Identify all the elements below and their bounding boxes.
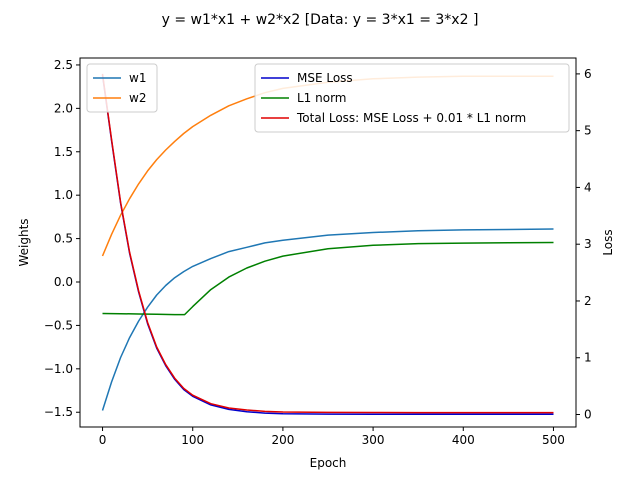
y-left-tick-label-4: 0.5 xyxy=(54,232,73,246)
plot-frame xyxy=(79,57,577,428)
legend-weights-box xyxy=(86,63,158,113)
legend-weights-label-1: w2 xyxy=(129,91,146,105)
y-axis-label-right: Loss xyxy=(601,229,615,255)
y-left-tick-label-1: −1.0 xyxy=(44,362,73,376)
y-left-tick-label-8: 2.5 xyxy=(54,58,73,72)
series-line-l1-norm xyxy=(102,241,554,316)
x-tick-label-2: 200 xyxy=(271,433,294,447)
legend-loss-box xyxy=(254,63,570,133)
x-tick-label-3: 300 xyxy=(362,433,385,447)
y-right-tick-label-5: 5 xyxy=(584,124,592,138)
y-right-tick-label-1: 1 xyxy=(584,351,592,365)
x-tick-label-5: 500 xyxy=(542,433,565,447)
y-left-tick-label-0: −1.5 xyxy=(44,405,73,419)
y-left-tick-label-5: 1.0 xyxy=(54,188,73,202)
y-right-tick-label-0: 0 xyxy=(584,408,592,422)
x-tick-label-0: 0 xyxy=(99,433,107,447)
legend-loss-label-2: Total Loss: MSE Loss + 0.01 * L1 norm xyxy=(296,111,526,125)
chart-title: y = w1*x1 + w2*x2 [Data: y = 3*x1 = 3*x2… xyxy=(162,12,479,28)
x-tick-label-1: 100 xyxy=(181,433,204,447)
ticks-layer: 0 100 200 300 400 500 −1.5 −1.0 −0.5 0.0 0.5 1.0 1.5… xyxy=(44,58,592,447)
y-axis-label-left: Weights xyxy=(17,218,31,266)
y-left-tick-label-3: 0.0 xyxy=(54,275,73,289)
legend-weights-label-0: w1 xyxy=(129,71,146,85)
y-left-tick-label-7: 2.0 xyxy=(54,101,73,115)
legend-loss-label-0: MSE Loss xyxy=(297,71,353,85)
legend-loss-label-1: L1 norm xyxy=(297,91,347,105)
y-right-tick-label-4: 4 xyxy=(584,180,592,194)
y-right-tick-label-2: 2 xyxy=(584,294,592,308)
y-left-tick-label-2: −0.5 xyxy=(44,318,73,332)
legend-loss: MSE Loss L1 norm Total Loss: MSE Loss + 0.… xyxy=(254,63,570,133)
x-tick-label-4: 400 xyxy=(452,433,475,447)
series-line-total-loss-mse-loss-0-01-l1-norm xyxy=(101,73,554,414)
y-right-tick-label-6: 6 xyxy=(584,67,592,81)
series-line-w1 xyxy=(101,228,554,411)
y-right-tick-label-3: 3 xyxy=(584,237,592,251)
y-left-tick-label-6: 1.5 xyxy=(54,145,73,159)
x-axis-label: Epoch xyxy=(310,456,347,470)
